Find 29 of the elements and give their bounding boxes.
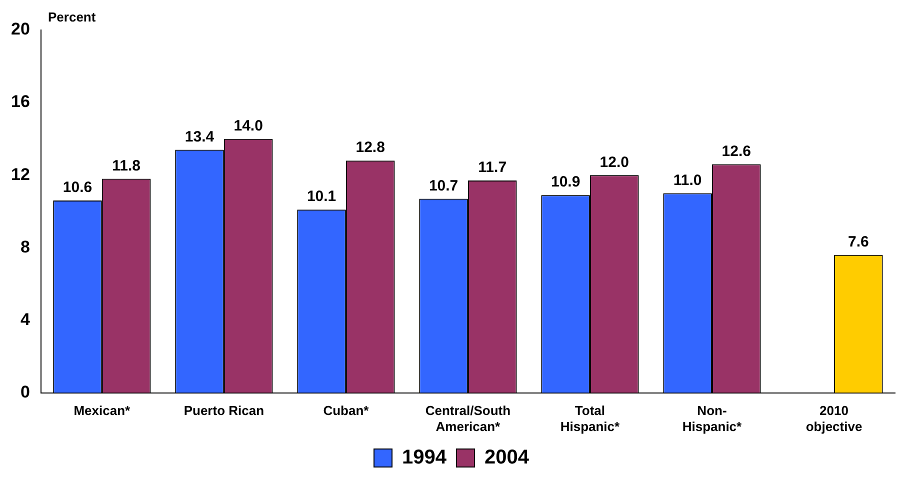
data-label: 10.7 — [428, 177, 458, 194]
x-tick-label: Mexican* — [74, 403, 132, 418]
y-tick-label: 16 — [10, 92, 30, 112]
data-label: 11.8 — [112, 157, 141, 174]
y-axis-title: Percent — [48, 10, 96, 25]
data-label: 14.0 — [234, 117, 263, 134]
y-tick-label: 4 — [20, 310, 30, 329]
x-tick-label: 2010 objective — [806, 403, 862, 434]
y-tick-label: 12 — [10, 164, 30, 184]
x-tick-label: Central/South American* — [425, 403, 511, 434]
data-label: 10.6 — [62, 179, 92, 196]
x-tick-label: Puerto Rican — [184, 403, 264, 418]
y-tick-label: 0 — [20, 382, 30, 402]
legend-label: 1994 — [402, 446, 448, 469]
x-tick-label: Cuban* — [323, 403, 370, 418]
y-tick-label: 20 — [10, 20, 30, 39]
y-tick-label: 8 — [20, 237, 30, 256]
data-label: 7.6 — [848, 234, 869, 251]
data-label: 12.8 — [356, 139, 385, 156]
data-label: 10.9 — [550, 174, 580, 191]
data-label: 13.4 — [184, 128, 215, 146]
data-label: 11.7 — [478, 159, 507, 176]
data-label: 12.0 — [600, 154, 629, 171]
x-tick-label: Non-Hispanic* — [682, 403, 743, 434]
x-tick-label: Total Hispanic* — [560, 403, 621, 434]
data-label: 11.0 — [673, 172, 702, 189]
data-label: 10.1 — [306, 188, 336, 206]
data-label: 12.6 — [722, 142, 751, 160]
legend-label: 2004 — [484, 446, 530, 469]
